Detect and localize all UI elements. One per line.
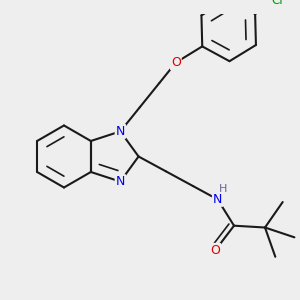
Text: O: O: [171, 56, 181, 69]
Text: N: N: [213, 193, 222, 206]
Text: N: N: [116, 125, 125, 138]
Text: Cl: Cl: [272, 0, 284, 7]
Text: H: H: [219, 184, 227, 194]
Text: O: O: [210, 244, 220, 257]
Text: N: N: [116, 175, 125, 188]
